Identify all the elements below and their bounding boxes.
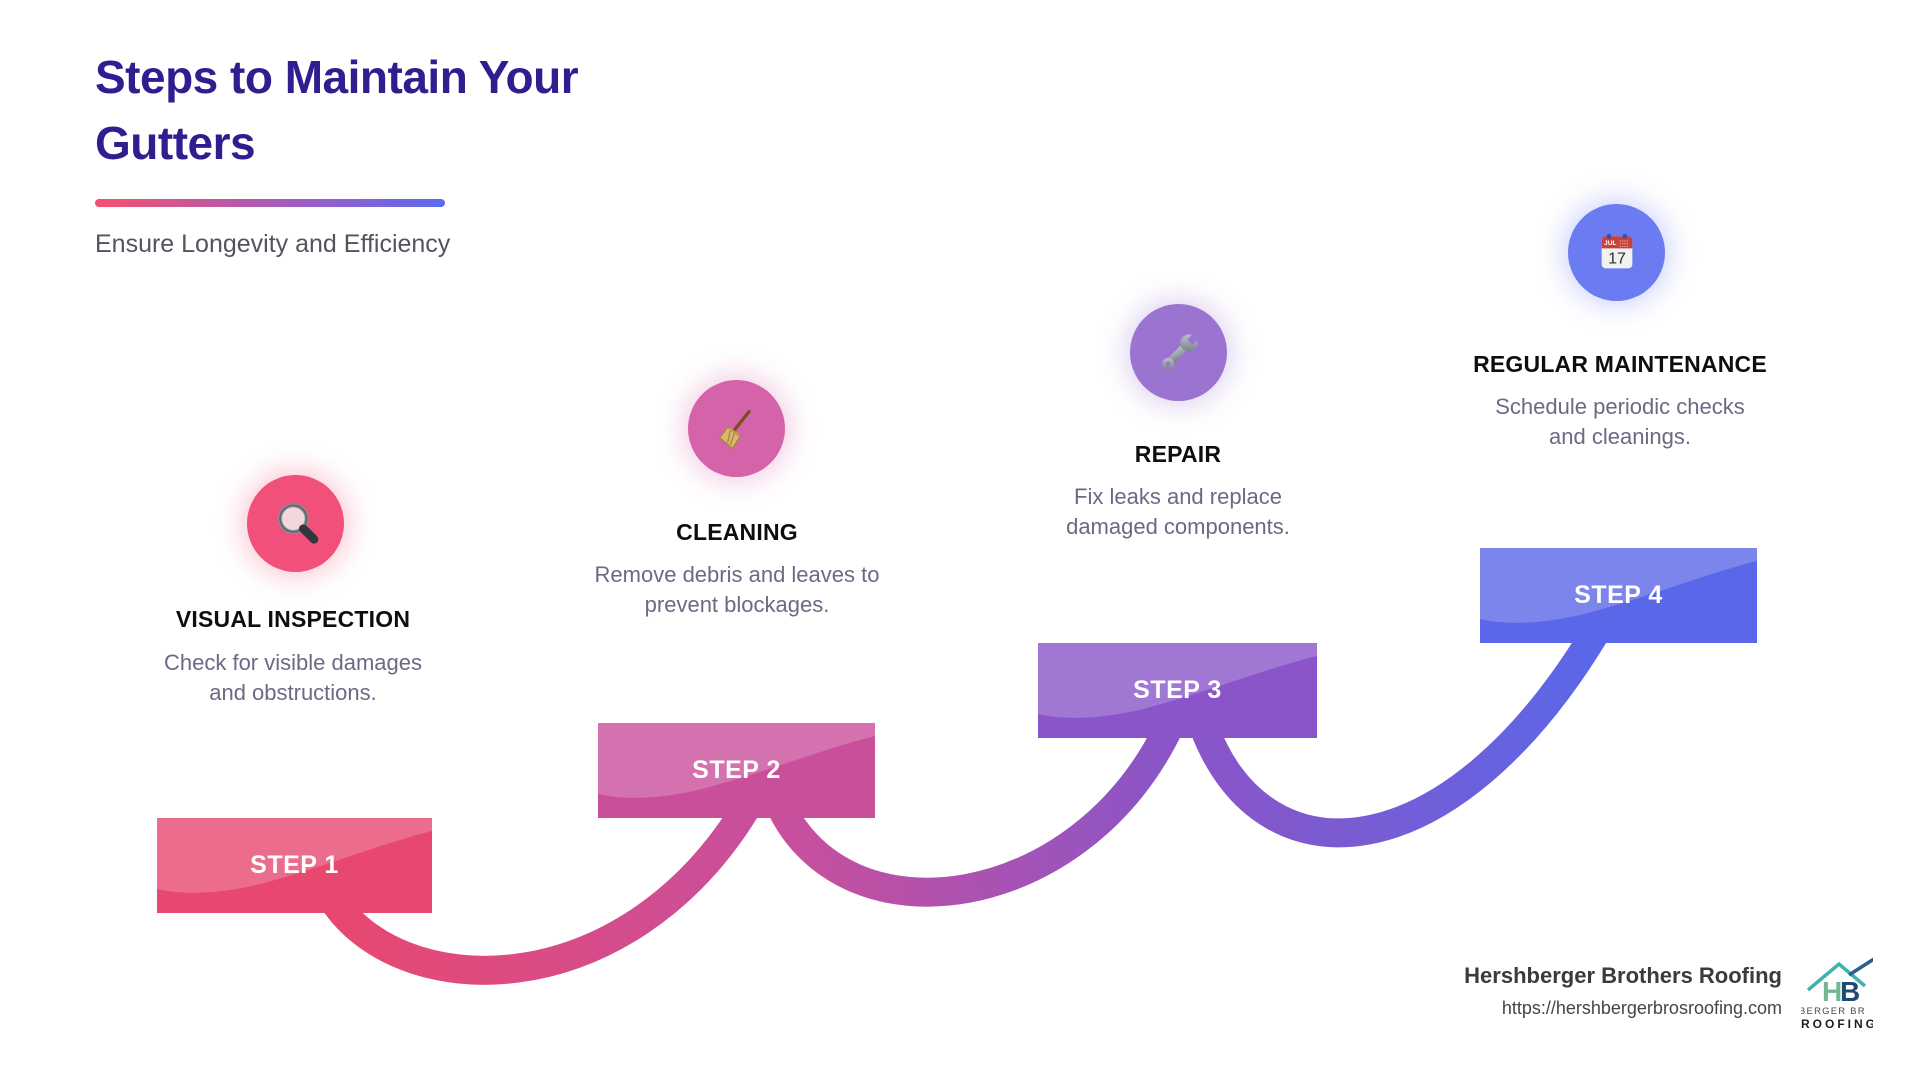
step2-box: STEP 2 xyxy=(598,723,875,818)
step4-label: STEP 4 xyxy=(1574,581,1663,609)
step4-description-line2: and cleanings. xyxy=(1549,424,1691,449)
step4-description-line1: Schedule periodic checks xyxy=(1495,394,1745,419)
step2-title: CLEANING xyxy=(676,519,798,545)
wrench-icon xyxy=(1161,331,1200,370)
footer: Hershberger Brothers Roofing https://her… xyxy=(1280,963,1782,1019)
step1-label: STEP 1 xyxy=(250,851,339,879)
footer-url: https://hershbergerbrosroofing.com xyxy=(1501,998,1782,1018)
page-subtitle: Ensure Longevity and Efficiency xyxy=(95,230,451,258)
step3-description-line2: damaged components. xyxy=(1066,514,1290,539)
step1-description-line2: and obstructions. xyxy=(209,680,377,705)
calendar-day-text: 17 xyxy=(1608,250,1626,267)
logo-monogram-b: B xyxy=(1840,976,1860,1007)
broom-icon xyxy=(718,409,751,449)
step1-icon-circle xyxy=(247,475,344,572)
connector-step2-step3 xyxy=(766,718,1184,907)
logo-text-line2: ROOFING xyxy=(1801,1017,1873,1031)
connector-step1-step2 xyxy=(317,797,761,985)
company-logo: H B BERGER BR ROOFING xyxy=(1801,950,1873,1034)
connector-step3-step4 xyxy=(1191,622,1610,848)
step2-label: STEP 2 xyxy=(692,756,781,784)
step3-description-line1: Fix leaks and replace xyxy=(1074,484,1282,509)
step3-description: Fix leaks and replace damaged components… xyxy=(1008,482,1348,542)
step4-description: Schedule periodic checks and cleanings. xyxy=(1450,392,1790,452)
step1-description-line1: Check for visible damages xyxy=(163,650,422,675)
step1-box: STEP 1 xyxy=(157,818,432,913)
magnifying-glass-icon xyxy=(277,502,318,544)
step1-description: Check for visible damages and obstructio… xyxy=(123,648,463,708)
step2-description: Remove debris and leaves to prevent bloc… xyxy=(567,560,907,620)
step3-title: REPAIR xyxy=(1134,441,1222,467)
step2-description-line1: Remove debris and leaves to xyxy=(594,562,880,587)
logo-text-line1: BERGER BR xyxy=(1801,1006,1866,1017)
step4-title: REGULAR MAINTENANCE xyxy=(1473,351,1767,377)
logo-monogram-h: H xyxy=(1822,976,1842,1007)
step1-box-sheen xyxy=(157,818,432,893)
step2-description-line2: prevent blockages. xyxy=(644,592,830,617)
footer-company-name: Hershberger Brothers Roofing xyxy=(1464,963,1782,988)
step1-title: VISUAL INSPECTION xyxy=(175,606,411,632)
step2-box-sheen xyxy=(598,723,875,798)
step4-box-sheen xyxy=(1480,548,1757,623)
roof-logo-icon: H B BERGER BR ROOFING xyxy=(1801,957,1873,1031)
step2-icon-circle xyxy=(688,380,785,477)
step3-box-sheen xyxy=(1038,643,1317,718)
step3-label: STEP 3 xyxy=(1133,676,1222,704)
step4-icon-circle: JUL 17 xyxy=(1568,204,1665,301)
step4-box: STEP 4 xyxy=(1480,548,1757,643)
calendar-month-text: JUL xyxy=(1604,240,1617,247)
step3-box: STEP 3 xyxy=(1038,643,1317,738)
calendar-icon: JUL 17 xyxy=(1601,233,1632,268)
page-title: Steps to Maintain Your Gutters xyxy=(95,51,579,169)
step3-icon-circle xyxy=(1130,304,1227,401)
title-underline-gradient xyxy=(95,199,445,207)
